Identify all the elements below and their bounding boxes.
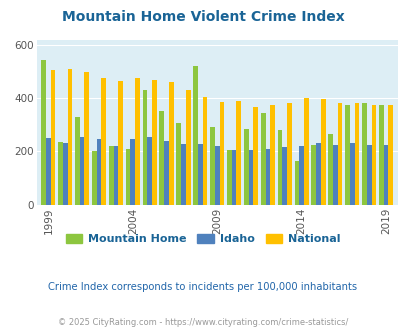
Bar <box>298 146 303 205</box>
Bar <box>68 69 72 205</box>
Bar <box>243 129 248 205</box>
Bar <box>210 127 214 205</box>
Bar <box>332 145 337 205</box>
Bar <box>168 82 173 205</box>
Bar <box>320 99 325 205</box>
Text: Mountain Home Violent Crime Index: Mountain Home Violent Crime Index <box>62 10 343 24</box>
Bar <box>185 90 190 205</box>
Bar <box>231 150 236 205</box>
Bar <box>226 150 231 205</box>
Bar <box>151 80 156 205</box>
Bar <box>286 104 291 205</box>
Bar <box>328 134 332 205</box>
Bar <box>311 145 315 205</box>
Bar <box>75 117 79 205</box>
Bar <box>142 90 147 205</box>
Bar <box>303 98 308 205</box>
Bar <box>337 104 342 205</box>
Bar <box>349 144 354 205</box>
Bar <box>164 141 168 205</box>
Bar <box>58 142 63 205</box>
Bar <box>51 70 55 205</box>
Bar <box>46 138 51 205</box>
Bar <box>378 105 383 205</box>
Bar <box>219 102 224 205</box>
Bar <box>147 137 151 205</box>
Bar <box>361 104 366 205</box>
Bar <box>96 139 101 205</box>
Bar <box>371 105 375 205</box>
Bar <box>315 144 320 205</box>
Bar <box>383 145 388 205</box>
Bar <box>265 149 270 205</box>
Bar <box>214 146 219 205</box>
Bar <box>126 149 130 205</box>
Bar <box>118 81 123 205</box>
Bar <box>113 146 118 205</box>
Bar <box>354 104 358 205</box>
Bar <box>388 105 392 205</box>
Bar <box>193 66 198 205</box>
Bar <box>198 144 202 205</box>
Bar <box>253 108 258 205</box>
Bar <box>79 137 84 205</box>
Legend: Mountain Home, Idaho, National: Mountain Home, Idaho, National <box>61 229 344 248</box>
Bar <box>277 130 282 205</box>
Bar <box>282 148 286 205</box>
Bar <box>92 151 96 205</box>
Bar <box>260 113 265 205</box>
Text: © 2025 CityRating.com - https://www.cityrating.com/crime-statistics/: © 2025 CityRating.com - https://www.city… <box>58 318 347 327</box>
Bar <box>159 112 164 205</box>
Bar <box>236 101 241 205</box>
Bar <box>344 105 349 205</box>
Bar <box>181 144 185 205</box>
Bar <box>176 123 181 205</box>
Bar <box>63 144 68 205</box>
Bar <box>248 150 253 205</box>
Bar <box>101 78 106 205</box>
Bar <box>366 145 371 205</box>
Bar <box>202 97 207 205</box>
Bar <box>294 161 298 205</box>
Bar <box>41 59 46 205</box>
Text: Crime Index corresponds to incidents per 100,000 inhabitants: Crime Index corresponds to incidents per… <box>48 282 357 292</box>
Bar <box>270 105 274 205</box>
Bar <box>130 139 135 205</box>
Bar <box>135 78 140 205</box>
Bar <box>109 146 113 205</box>
Bar <box>84 72 89 205</box>
